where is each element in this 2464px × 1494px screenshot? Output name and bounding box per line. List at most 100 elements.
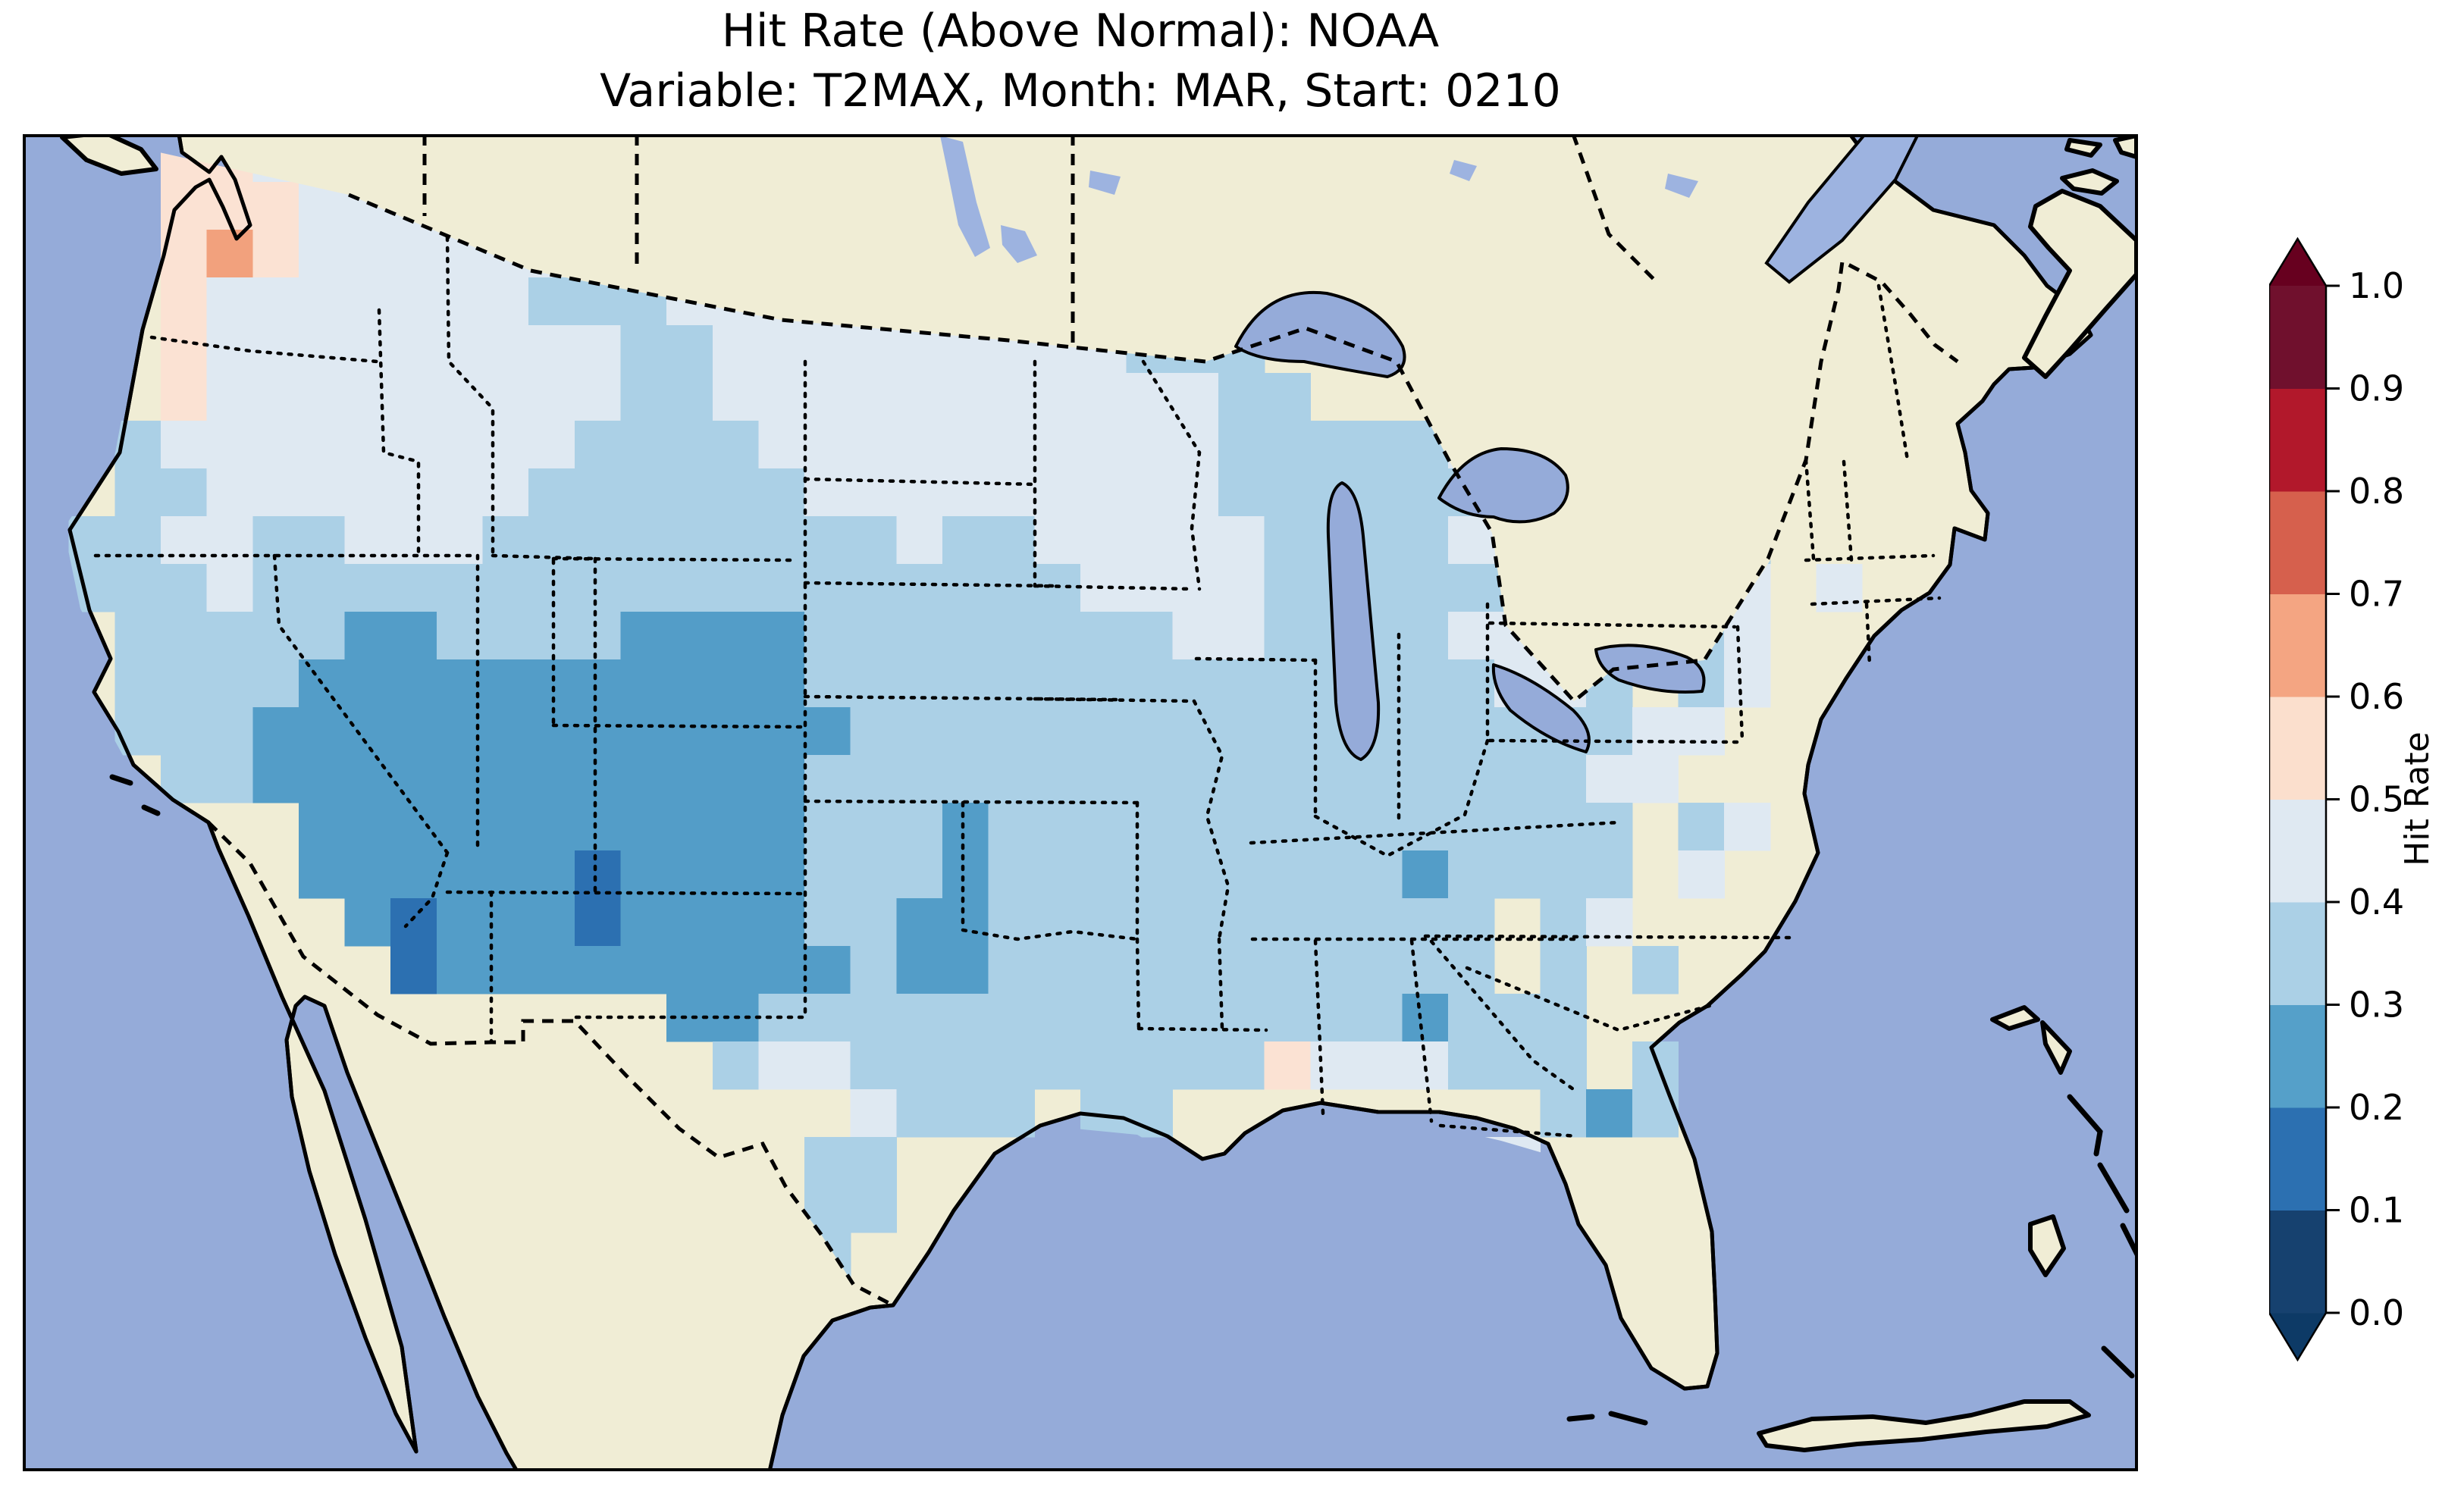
grid-cell (482, 373, 529, 421)
colorbar: 0.0 0.1 0.2 0.3 0.4 0.5 0.6 0.7 0.8 0.9 1.0 Hit Ra… (2268, 236, 2464, 1368)
colorbar-tick-label: 0.4 (2349, 882, 2404, 922)
grid-cell (1034, 1041, 1081, 1090)
grid-cell (436, 659, 484, 708)
grid-cell (988, 516, 1035, 565)
grid-cell (804, 468, 851, 517)
prince-edward-island (2060, 168, 2119, 196)
grid-cell (620, 946, 667, 994)
colorbar-tick-label: 0.6 (2349, 676, 2404, 717)
grid-cell (252, 277, 299, 326)
grid-cell (620, 516, 667, 565)
grid-cell (206, 421, 253, 469)
grid-cell (528, 803, 575, 851)
grid-cell (896, 850, 943, 899)
grid-cell (1034, 373, 1081, 421)
grid-cell (666, 946, 713, 994)
grid-cell (390, 421, 437, 469)
grid-cell (1218, 803, 1265, 851)
grid-cell (161, 612, 208, 660)
grid-cell (896, 659, 943, 708)
grid-cell (1080, 612, 1127, 660)
grid-cell (206, 277, 253, 326)
grid-cell (712, 946, 760, 994)
grid-cell (161, 325, 208, 374)
grid-cell (1402, 850, 1449, 899)
grid-cell (850, 803, 897, 851)
grid-cell (988, 946, 1035, 994)
grid-cell (390, 898, 437, 947)
grid-cell (114, 707, 161, 756)
exuma-island (2097, 1162, 2130, 1214)
grid-cell (1080, 755, 1127, 803)
grid-cell (161, 421, 208, 469)
grid-cell (1218, 421, 1265, 469)
grid-cell (666, 516, 713, 565)
lake-ontario (1594, 644, 1706, 694)
grid-cell (712, 516, 760, 565)
grid-cell (712, 325, 760, 374)
grid-cell (712, 707, 760, 756)
grid-cell (758, 516, 805, 565)
grid-cell (344, 850, 391, 899)
grid-cell (1356, 421, 1403, 469)
grid-cell (528, 421, 575, 469)
grid-cell (1034, 707, 1081, 756)
chart-title-line2: Variable: T2MAX, Month: MAR, Start: 0210 (600, 64, 1561, 118)
colorbar-segment (2269, 799, 2326, 903)
grid-cell (1218, 755, 1265, 803)
grid-cell (666, 468, 713, 517)
great-lakes (1234, 290, 1706, 761)
grid-cell (436, 373, 484, 421)
grid-cell (482, 659, 529, 708)
us-canada-border (348, 193, 1959, 704)
grid-cell (1172, 1041, 1219, 1090)
grid-cell (528, 898, 575, 947)
grid-cell (850, 659, 897, 708)
grid-cell (161, 373, 208, 421)
grid-cell (252, 421, 299, 469)
grid-cell (712, 612, 760, 660)
grid-cell (666, 421, 713, 469)
grid-cell (1586, 1089, 1633, 1138)
grid-cell (850, 1089, 897, 1138)
grid-cell (1218, 1041, 1265, 1090)
grid-cell (1172, 994, 1219, 1042)
grid-cell (1080, 373, 1127, 421)
cuba-island (1757, 1399, 2091, 1452)
grid-cell (206, 468, 253, 517)
grid-cell (712, 468, 760, 517)
grid-cell (344, 468, 391, 517)
grid-cell (666, 707, 713, 756)
grid-cell (1494, 1041, 1541, 1090)
grid-cell (988, 373, 1035, 421)
grid-cell (1724, 803, 1771, 851)
grid-cell (1586, 850, 1633, 899)
grid-cell (942, 755, 989, 803)
grid-cell (850, 1185, 897, 1233)
grid-cell (298, 564, 346, 612)
grid-cell (1172, 803, 1219, 851)
grid-cell (666, 373, 713, 421)
ontario-lake-small (1450, 160, 1477, 181)
grid-cell (988, 564, 1035, 612)
colorbar-segment (2269, 1004, 2326, 1108)
grid-cell (252, 325, 299, 374)
grid-cell (620, 898, 667, 947)
grid-cell (666, 564, 713, 612)
grid-cell (620, 564, 667, 612)
colorbar-svg: 0.0 0.1 0.2 0.3 0.4 0.5 0.6 0.7 0.8 0.9 1.0 Hit Ra… (2268, 236, 2437, 1362)
grid-cell (712, 1041, 760, 1090)
grid-cell (1218, 898, 1265, 947)
grid-cell (206, 612, 253, 660)
grid-cell (1218, 564, 1265, 612)
grid-cell (436, 946, 484, 994)
grid-cell (1632, 755, 1679, 803)
grid-cell (1540, 946, 1587, 994)
grid-cell (482, 898, 529, 947)
grid-cell (1448, 994, 1495, 1042)
map-area (23, 127, 2141, 1474)
colorbar-segment (2269, 902, 2326, 1005)
grid-cell (574, 516, 622, 565)
grid-cell (298, 468, 346, 517)
